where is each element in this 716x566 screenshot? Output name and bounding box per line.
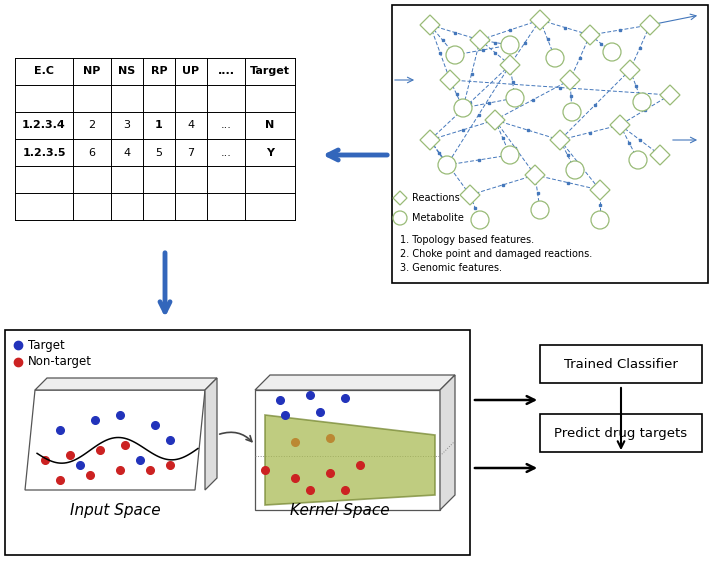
Text: ...: ... — [221, 121, 231, 131]
Circle shape — [446, 46, 464, 64]
Text: 3. Genomic features.: 3. Genomic features. — [400, 263, 502, 273]
Polygon shape — [560, 70, 580, 90]
Text: UP: UP — [183, 66, 200, 76]
Text: 1.2.3.5: 1.2.3.5 — [22, 148, 66, 157]
Text: 1: 1 — [155, 121, 163, 131]
Text: Metabolite: Metabolite — [412, 213, 464, 223]
Circle shape — [566, 161, 584, 179]
Bar — [392, 5, 708, 283]
Circle shape — [531, 201, 549, 219]
Text: NP: NP — [83, 66, 101, 76]
Polygon shape — [650, 145, 670, 165]
Text: 2: 2 — [89, 121, 95, 131]
Circle shape — [546, 49, 564, 67]
Text: RP: RP — [150, 66, 168, 76]
Text: Target: Target — [250, 66, 290, 76]
Circle shape — [471, 211, 489, 229]
Text: Reactions: Reactions — [412, 193, 460, 203]
Polygon shape — [485, 110, 505, 130]
Polygon shape — [590, 180, 610, 200]
Circle shape — [563, 103, 581, 121]
Bar — [540, 345, 702, 383]
Polygon shape — [440, 70, 460, 90]
Polygon shape — [35, 378, 217, 390]
Circle shape — [454, 99, 472, 117]
Text: N: N — [266, 121, 275, 131]
Text: 3: 3 — [123, 121, 130, 131]
Text: Kernel Space: Kernel Space — [290, 503, 390, 517]
Text: Predict drug targets: Predict drug targets — [554, 427, 687, 440]
Bar — [5, 330, 470, 555]
Text: NS: NS — [118, 66, 135, 76]
Circle shape — [591, 211, 609, 229]
Circle shape — [603, 43, 621, 61]
Text: Non-target: Non-target — [28, 355, 92, 368]
Polygon shape — [440, 375, 455, 510]
Polygon shape — [393, 191, 407, 205]
Polygon shape — [470, 30, 490, 50]
Polygon shape — [610, 115, 630, 135]
Polygon shape — [255, 375, 455, 390]
Text: 6: 6 — [89, 148, 95, 157]
Text: 1.2.3.4: 1.2.3.4 — [22, 121, 66, 131]
Polygon shape — [420, 15, 440, 35]
Text: 1. Topology based features.: 1. Topology based features. — [400, 235, 534, 245]
Bar — [540, 414, 702, 452]
Polygon shape — [265, 415, 435, 505]
Text: ...: ... — [221, 148, 231, 157]
Polygon shape — [25, 390, 205, 490]
Text: Target: Target — [28, 338, 64, 351]
Polygon shape — [255, 390, 440, 510]
Polygon shape — [550, 130, 570, 150]
Polygon shape — [530, 10, 550, 30]
Circle shape — [633, 93, 651, 111]
Circle shape — [438, 156, 456, 174]
Polygon shape — [580, 25, 600, 45]
Polygon shape — [660, 85, 680, 105]
Circle shape — [629, 151, 647, 169]
Circle shape — [393, 211, 407, 225]
Polygon shape — [205, 378, 217, 490]
Circle shape — [501, 146, 519, 164]
Polygon shape — [460, 185, 480, 205]
Text: ....: .... — [218, 66, 235, 76]
Polygon shape — [620, 60, 640, 80]
Polygon shape — [525, 165, 545, 185]
Text: Y: Y — [266, 148, 274, 157]
Text: 5: 5 — [155, 148, 163, 157]
Text: E.C: E.C — [34, 66, 54, 76]
Circle shape — [506, 89, 524, 107]
Text: Trained Classifier: Trained Classifier — [564, 358, 678, 371]
Circle shape — [501, 36, 519, 54]
Polygon shape — [500, 55, 520, 75]
Text: Input Space: Input Space — [69, 503, 160, 517]
Text: 4: 4 — [188, 121, 195, 131]
Text: 2. Choke point and damaged reactions.: 2. Choke point and damaged reactions. — [400, 249, 592, 259]
Polygon shape — [640, 15, 660, 35]
Polygon shape — [420, 130, 440, 150]
Text: 7: 7 — [188, 148, 195, 157]
Text: 4: 4 — [123, 148, 130, 157]
